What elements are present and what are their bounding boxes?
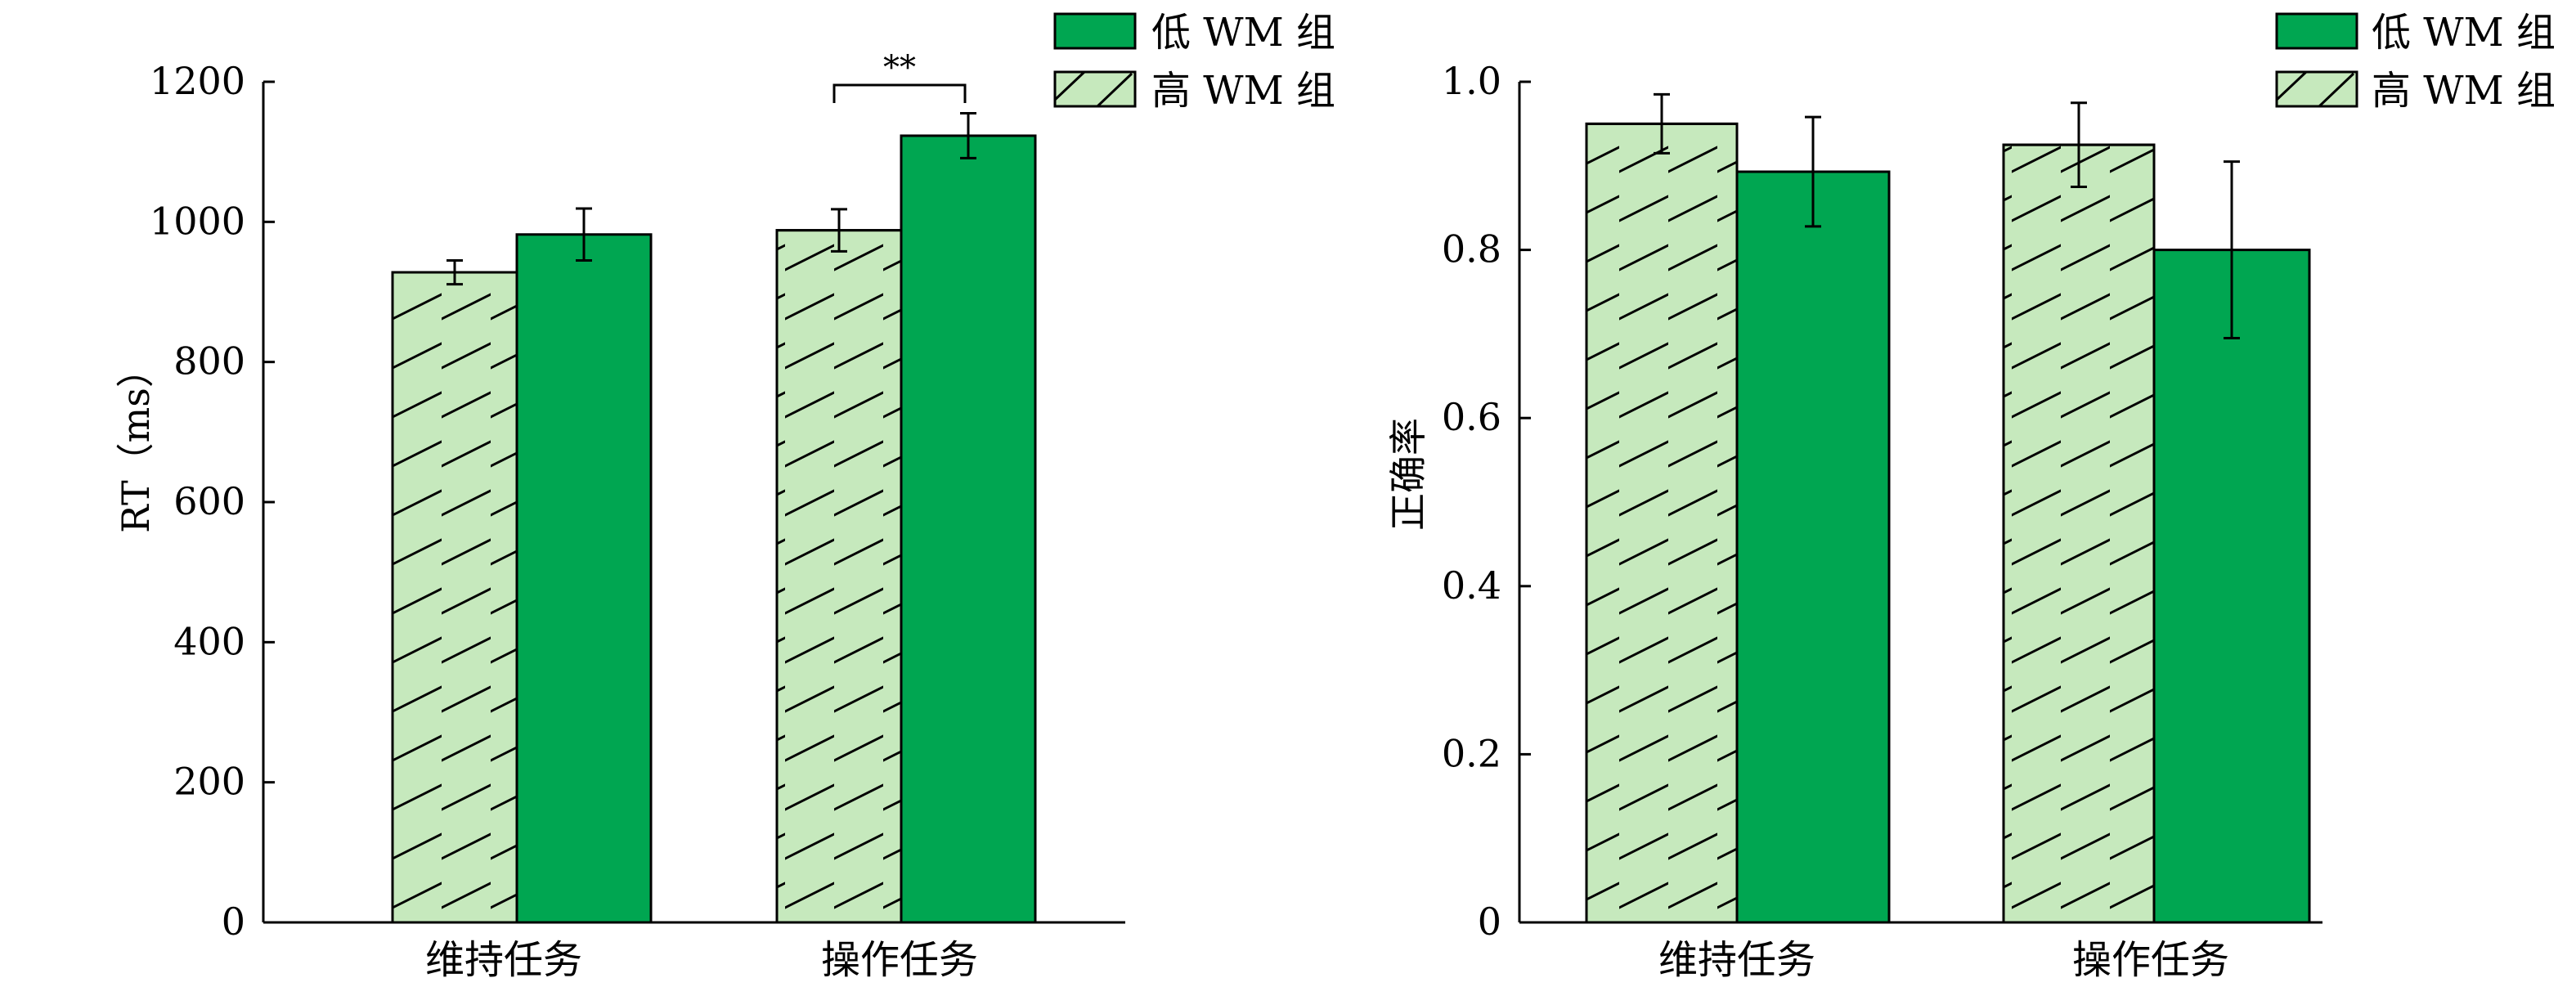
rt-chart: RT（ms） 维持任务 操作任务 0 200 400 600 800 1000 1200 *… bbox=[114, 10, 1335, 983]
legend-swatch-high-base bbox=[1053, 70, 1137, 108]
rt-bar-low-manipulate bbox=[900, 134, 1037, 924]
accuracy-legend: 低 WM 组 高 WM 组 bbox=[2275, 10, 2556, 114]
rt-y-tick-label: 600 bbox=[173, 479, 245, 523]
legend-label-low: 低 WM 组 bbox=[2372, 10, 2556, 56]
legend-swatch-low bbox=[2275, 12, 2358, 50]
legend-swatch-high-hatch bbox=[1053, 70, 1133, 108]
accuracy-bar-high-manipulate-hatch bbox=[2002, 143, 2156, 924]
rt-y-tick-label: 1000 bbox=[150, 199, 245, 243]
rt-category-label-maintain: 维持任务 bbox=[425, 937, 582, 983]
accuracy-chart: 正确率 维持任务 操作任务 0 0.2 0.4 0.6 0.8 1.0 低 WM 组 高 … bbox=[1386, 10, 2556, 983]
significance-marker: ** bbox=[832, 49, 967, 103]
rt-bar-high-manipulate-hatch bbox=[775, 229, 903, 924]
rt-bar-low-maintain bbox=[515, 233, 653, 924]
rt-y-tick-label: 800 bbox=[173, 339, 245, 384]
rt-y-tick-label: 400 bbox=[173, 619, 245, 663]
rt-category-label-manipulate: 操作任务 bbox=[821, 937, 978, 983]
legend-swatch-high-base bbox=[2275, 70, 2358, 108]
significance-label: ** bbox=[883, 49, 916, 87]
rt-bar-low-manipulate-error-bar bbox=[960, 112, 976, 159]
accuracy-category-label-maintain: 维持任务 bbox=[1658, 937, 1815, 983]
accuracy-y-tick-label: 0 bbox=[1478, 900, 1501, 944]
accuracy-bar-low-manipulate bbox=[2152, 249, 2311, 924]
accuracy-bar-high-maintain-hatch bbox=[1585, 122, 1739, 924]
legend-label-low: 低 WM 组 bbox=[1151, 10, 1335, 56]
accuracy-bar-low-maintain-error-bar bbox=[1805, 115, 1821, 228]
rt-y-tick-label: 1200 bbox=[150, 59, 245, 103]
legend-swatch-low bbox=[1053, 12, 1137, 50]
significance-bracket bbox=[832, 83, 967, 103]
accuracy-bar-low-maintain bbox=[1735, 170, 1891, 924]
accuracy-y-tick-label: 0.4 bbox=[1442, 563, 1501, 608]
legend-swatch-high-hatch bbox=[2275, 70, 2355, 108]
accuracy-bar-high-maintain-error-bar bbox=[1654, 92, 1670, 155]
accuracy-bar-low-manipulate-error-bar bbox=[2224, 160, 2240, 340]
rt-bar-high-manipulate-error-bar bbox=[831, 208, 847, 253]
rt-bar-low-maintain-error-bar bbox=[576, 207, 592, 262]
accuracy-category-label-manipulate: 操作任务 bbox=[2072, 937, 2229, 983]
rt-legend: 低 WM 组 高 WM 组 bbox=[1053, 10, 1335, 114]
accuracy-y-tick-label: 0.2 bbox=[1442, 731, 1501, 775]
accuracy-y-tick-label: 0.8 bbox=[1442, 227, 1501, 271]
rt-y-tick-label: 0 bbox=[222, 900, 245, 944]
accuracy-bar-high-manipulate-error-bar bbox=[2071, 101, 2087, 188]
rt-bar-high-maintain-error-bar bbox=[447, 258, 463, 286]
rt-y-axis-label: RT（ms） bbox=[114, 350, 158, 533]
rt-y-tick-label: 200 bbox=[173, 760, 245, 804]
accuracy-y-axis-label: 正确率 bbox=[1386, 418, 1430, 531]
accuracy-y-tick-label: 0.6 bbox=[1442, 395, 1501, 439]
accuracy-y-tick-label: 1.0 bbox=[1442, 59, 1501, 103]
rt-bar-high-maintain-hatch bbox=[391, 271, 518, 924]
legend-label-high: 高 WM 组 bbox=[1151, 68, 1335, 114]
legend-label-high: 高 WM 组 bbox=[2372, 68, 2556, 114]
